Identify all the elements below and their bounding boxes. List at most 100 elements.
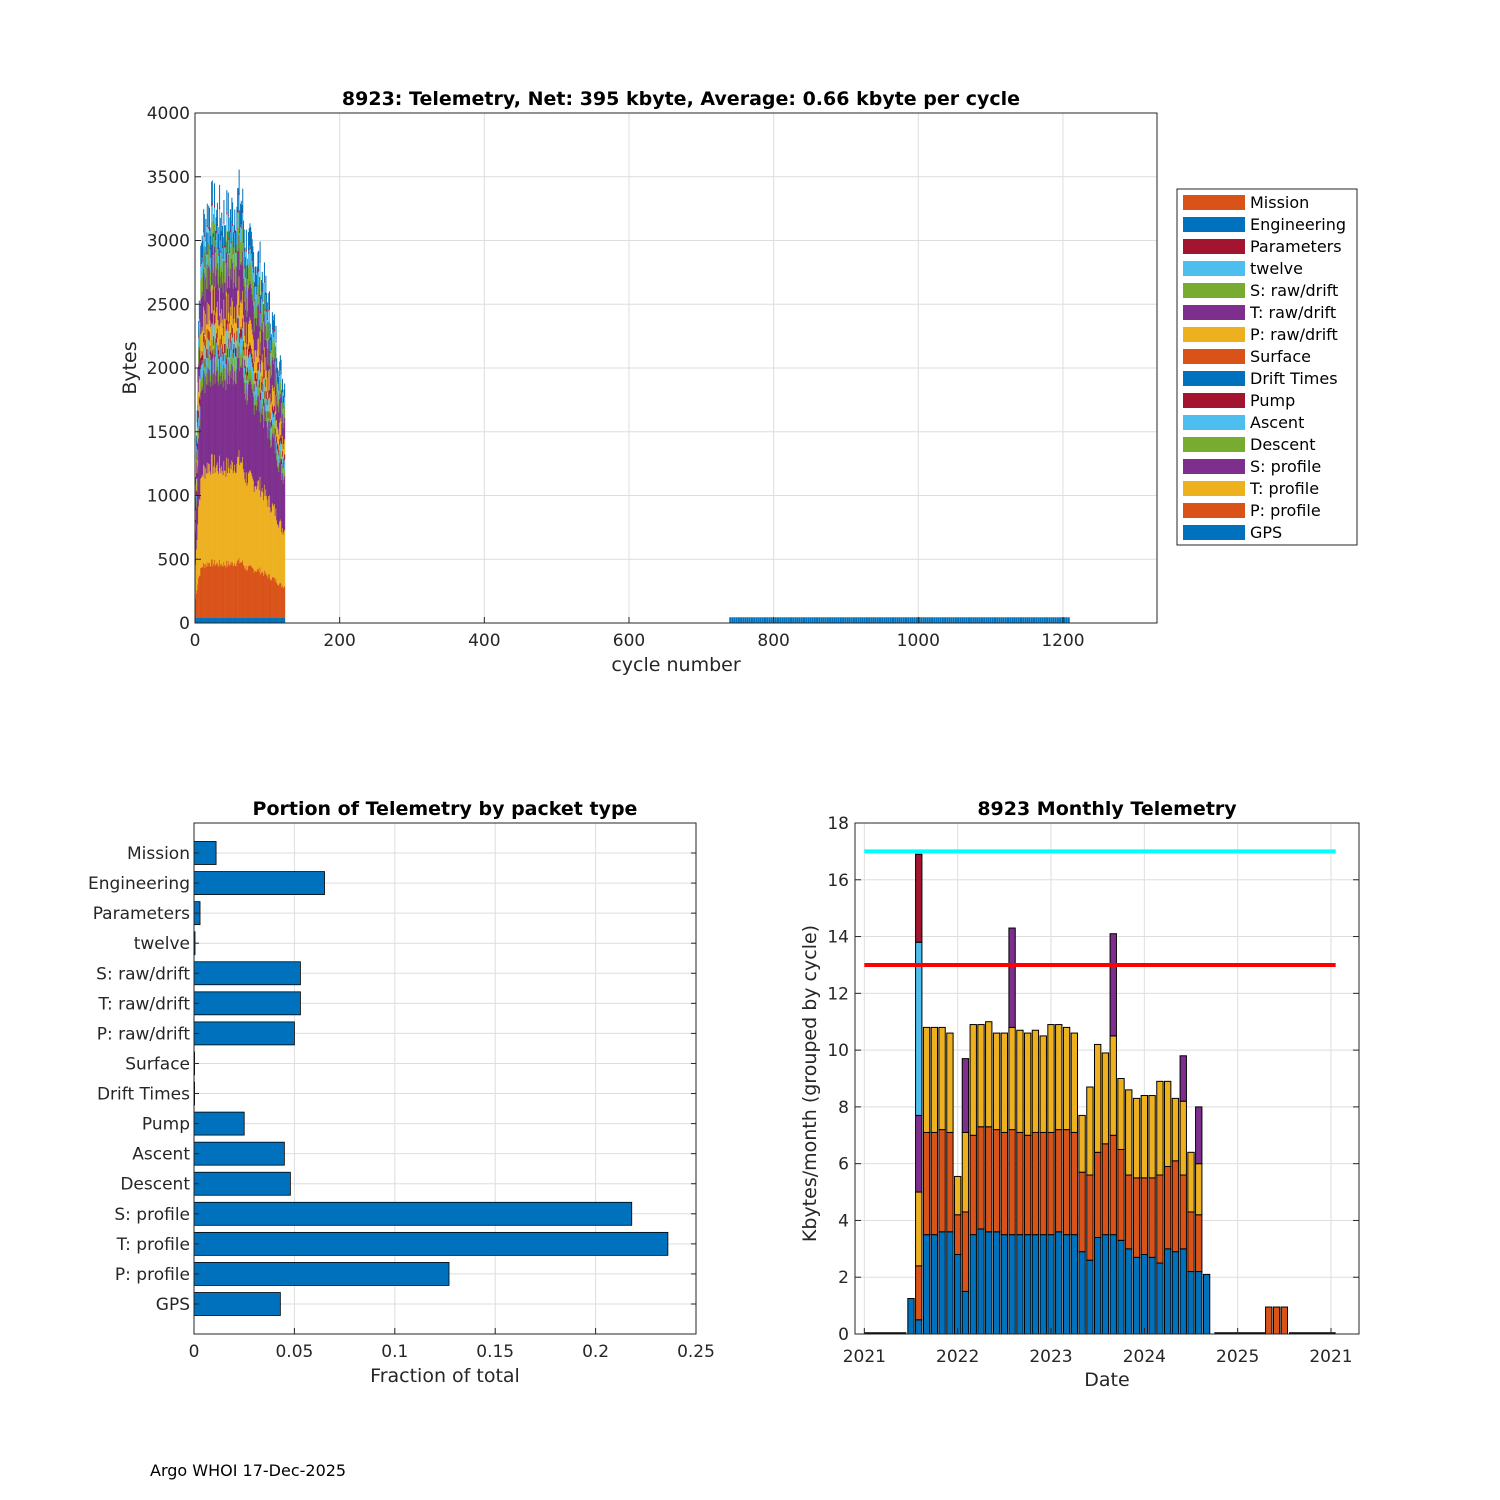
bar-segment [253, 572, 255, 618]
category-label: S: raw/drift [96, 964, 190, 984]
bar-segment [281, 617, 283, 623]
bar-segment [244, 266, 246, 269]
bar-segment [232, 301, 234, 329]
bar-segment [231, 617, 233, 623]
bar-segment [267, 506, 269, 579]
bar-segment [204, 617, 206, 623]
bar [193, 1231, 669, 1256]
bar-segment [200, 245, 202, 265]
bar-segment [215, 254, 217, 276]
bar-segment [228, 217, 230, 238]
bar-segment [281, 401, 283, 403]
bar-segment [237, 327, 239, 345]
bar-segment [225, 241, 227, 261]
bar-segment [283, 443, 285, 459]
bar-segment [273, 417, 275, 429]
bar-segment [212, 233, 214, 253]
bar-segment [222, 387, 224, 476]
bar-segment [223, 335, 225, 353]
bar-segment [228, 275, 230, 313]
bar-segment [263, 378, 265, 399]
bar-segment [225, 378, 227, 391]
bar-segment [938, 1026, 946, 1131]
bar-segment [227, 323, 229, 349]
bar-segment [199, 304, 201, 321]
bar-segment [263, 484, 265, 571]
bar-segment [218, 253, 220, 256]
bar-segment [977, 1024, 985, 1128]
bar-segment [224, 261, 226, 283]
bar-segment [261, 488, 263, 572]
bar-segment [211, 559, 213, 618]
bar-segment [211, 313, 213, 324]
bar-segment [209, 249, 211, 264]
bar-segment [1265, 1306, 1273, 1335]
bar-segment [1028, 617, 1031, 623]
bar-segment [282, 483, 284, 535]
bar-segment [1008, 1234, 1016, 1335]
bar-segment [253, 617, 255, 623]
bar-segment [983, 617, 986, 623]
bar-segment [256, 350, 258, 373]
bar-segment [211, 180, 213, 203]
bar-segment [850, 617, 853, 623]
bar-segment [785, 617, 788, 623]
bar-segment [201, 566, 203, 618]
bar-segment [230, 315, 232, 342]
bar-segment [245, 257, 247, 276]
bar-segment [283, 479, 285, 533]
bar-segment [961, 1290, 970, 1335]
bar-segment [282, 588, 284, 618]
bar-segment [195, 490, 197, 495]
bar-segment [228, 254, 230, 276]
bar-segment [214, 356, 216, 372]
bar-segment [1117, 1148, 1125, 1241]
bar-segment [233, 353, 235, 369]
bar-segment [273, 337, 275, 348]
bar-segment [262, 299, 264, 302]
bar-segment [218, 269, 220, 291]
bar-segment [266, 411, 268, 422]
bar-segment [197, 380, 199, 383]
bar-segment [226, 212, 228, 215]
bar-segment [269, 578, 271, 618]
bar-segment [280, 397, 282, 422]
bar-segment [283, 532, 285, 588]
bar-segment [252, 334, 254, 359]
bar-segment [1086, 1174, 1094, 1261]
bar-segment [197, 427, 199, 444]
bar-segment [248, 565, 250, 618]
bar-segment [195, 549, 197, 594]
bar-segment [240, 461, 242, 563]
bar-segment [244, 617, 246, 623]
bar-segment [865, 617, 868, 623]
bar-segment [233, 247, 235, 262]
bar-segment [221, 360, 223, 373]
bar-segment [1023, 1234, 1032, 1335]
bar-segment [965, 617, 968, 623]
bar-segment [259, 617, 261, 623]
bar-segment [249, 259, 251, 281]
bar-segment [224, 470, 226, 566]
bar-segment [248, 228, 250, 249]
bar-segment [199, 428, 201, 501]
bar-segment [263, 320, 265, 322]
bar-segment [245, 366, 247, 375]
bar-segment [219, 248, 221, 289]
bar-segment [211, 204, 213, 207]
bar-segment [260, 496, 262, 575]
bar-segment [224, 247, 226, 262]
bar-segment [222, 375, 224, 388]
bar-segment [234, 247, 236, 270]
bar-segment [207, 358, 209, 373]
bar-segment [1070, 1032, 1079, 1133]
bar-segment [216, 333, 218, 343]
bar-segment [985, 1126, 993, 1233]
bar-segment [234, 333, 236, 343]
bar-segment [241, 205, 243, 227]
bar-segment [198, 321, 200, 337]
bar-segment [277, 617, 279, 623]
bar-segment [237, 210, 239, 213]
bar-segment [221, 372, 223, 466]
bar-segment [266, 302, 268, 319]
